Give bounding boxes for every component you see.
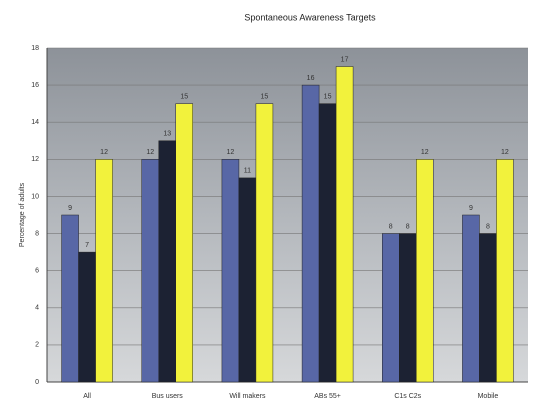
bar bbox=[255, 103, 274, 383]
bar bbox=[399, 233, 417, 383]
bar bbox=[496, 159, 514, 383]
y-tick-label: 18 bbox=[31, 45, 39, 52]
data-label: 12 bbox=[100, 149, 108, 156]
bar bbox=[462, 214, 480, 383]
y-axis-label: Percentage of adults bbox=[19, 182, 26, 247]
bar bbox=[61, 214, 79, 383]
data-label: 12 bbox=[227, 149, 235, 156]
y-tick-label: 14 bbox=[31, 119, 39, 126]
bar bbox=[78, 251, 96, 383]
y-tick-label: 4 bbox=[35, 305, 39, 312]
y-tick-label: 16 bbox=[31, 82, 39, 89]
bar bbox=[175, 103, 193, 383]
bar bbox=[479, 233, 497, 383]
data-label: 9 bbox=[68, 205, 72, 212]
x-tick-label: ABs 55+ bbox=[314, 393, 341, 400]
data-label: 17 bbox=[341, 56, 349, 63]
y-tick-label: 10 bbox=[31, 193, 39, 200]
y-tick-label: 0 bbox=[35, 379, 39, 386]
data-label: 8 bbox=[389, 223, 393, 230]
data-label: 8 bbox=[486, 223, 490, 230]
x-tick-label: Will makers bbox=[229, 393, 266, 400]
data-label: 7 bbox=[85, 242, 89, 249]
bar bbox=[416, 159, 434, 383]
bar bbox=[221, 159, 240, 383]
data-label: 15 bbox=[261, 94, 269, 101]
data-label: 13 bbox=[163, 131, 171, 138]
bar bbox=[158, 140, 176, 383]
data-label: 11 bbox=[244, 168, 251, 175]
data-label: 8 bbox=[406, 223, 410, 230]
y-tick-label: 6 bbox=[35, 268, 39, 275]
y-tick-label: 2 bbox=[35, 342, 39, 349]
bar bbox=[238, 177, 257, 383]
data-label: 9 bbox=[469, 205, 473, 212]
x-tick-label: All bbox=[83, 393, 91, 400]
x-tick-label: C1s C2s bbox=[394, 393, 421, 400]
bar bbox=[318, 103, 337, 383]
x-tick-label: Bus users bbox=[152, 393, 184, 400]
bar bbox=[335, 66, 354, 383]
plot-area bbox=[47, 48, 528, 382]
bar bbox=[141, 159, 159, 383]
data-label: 15 bbox=[324, 94, 332, 101]
data-label: 12 bbox=[501, 149, 509, 156]
data-label: 15 bbox=[180, 94, 188, 101]
y-tick-label: 8 bbox=[35, 230, 39, 237]
bar bbox=[382, 233, 400, 383]
chart-title: Spontaneous Awareness Targets bbox=[244, 12, 376, 22]
bar bbox=[301, 84, 320, 383]
bar bbox=[95, 159, 113, 383]
x-tick-label: Mobile bbox=[478, 393, 499, 400]
y-tick-label: 12 bbox=[31, 156, 39, 163]
data-label: 12 bbox=[421, 149, 429, 156]
data-label: 12 bbox=[146, 149, 154, 156]
data-label: 16 bbox=[307, 75, 315, 82]
